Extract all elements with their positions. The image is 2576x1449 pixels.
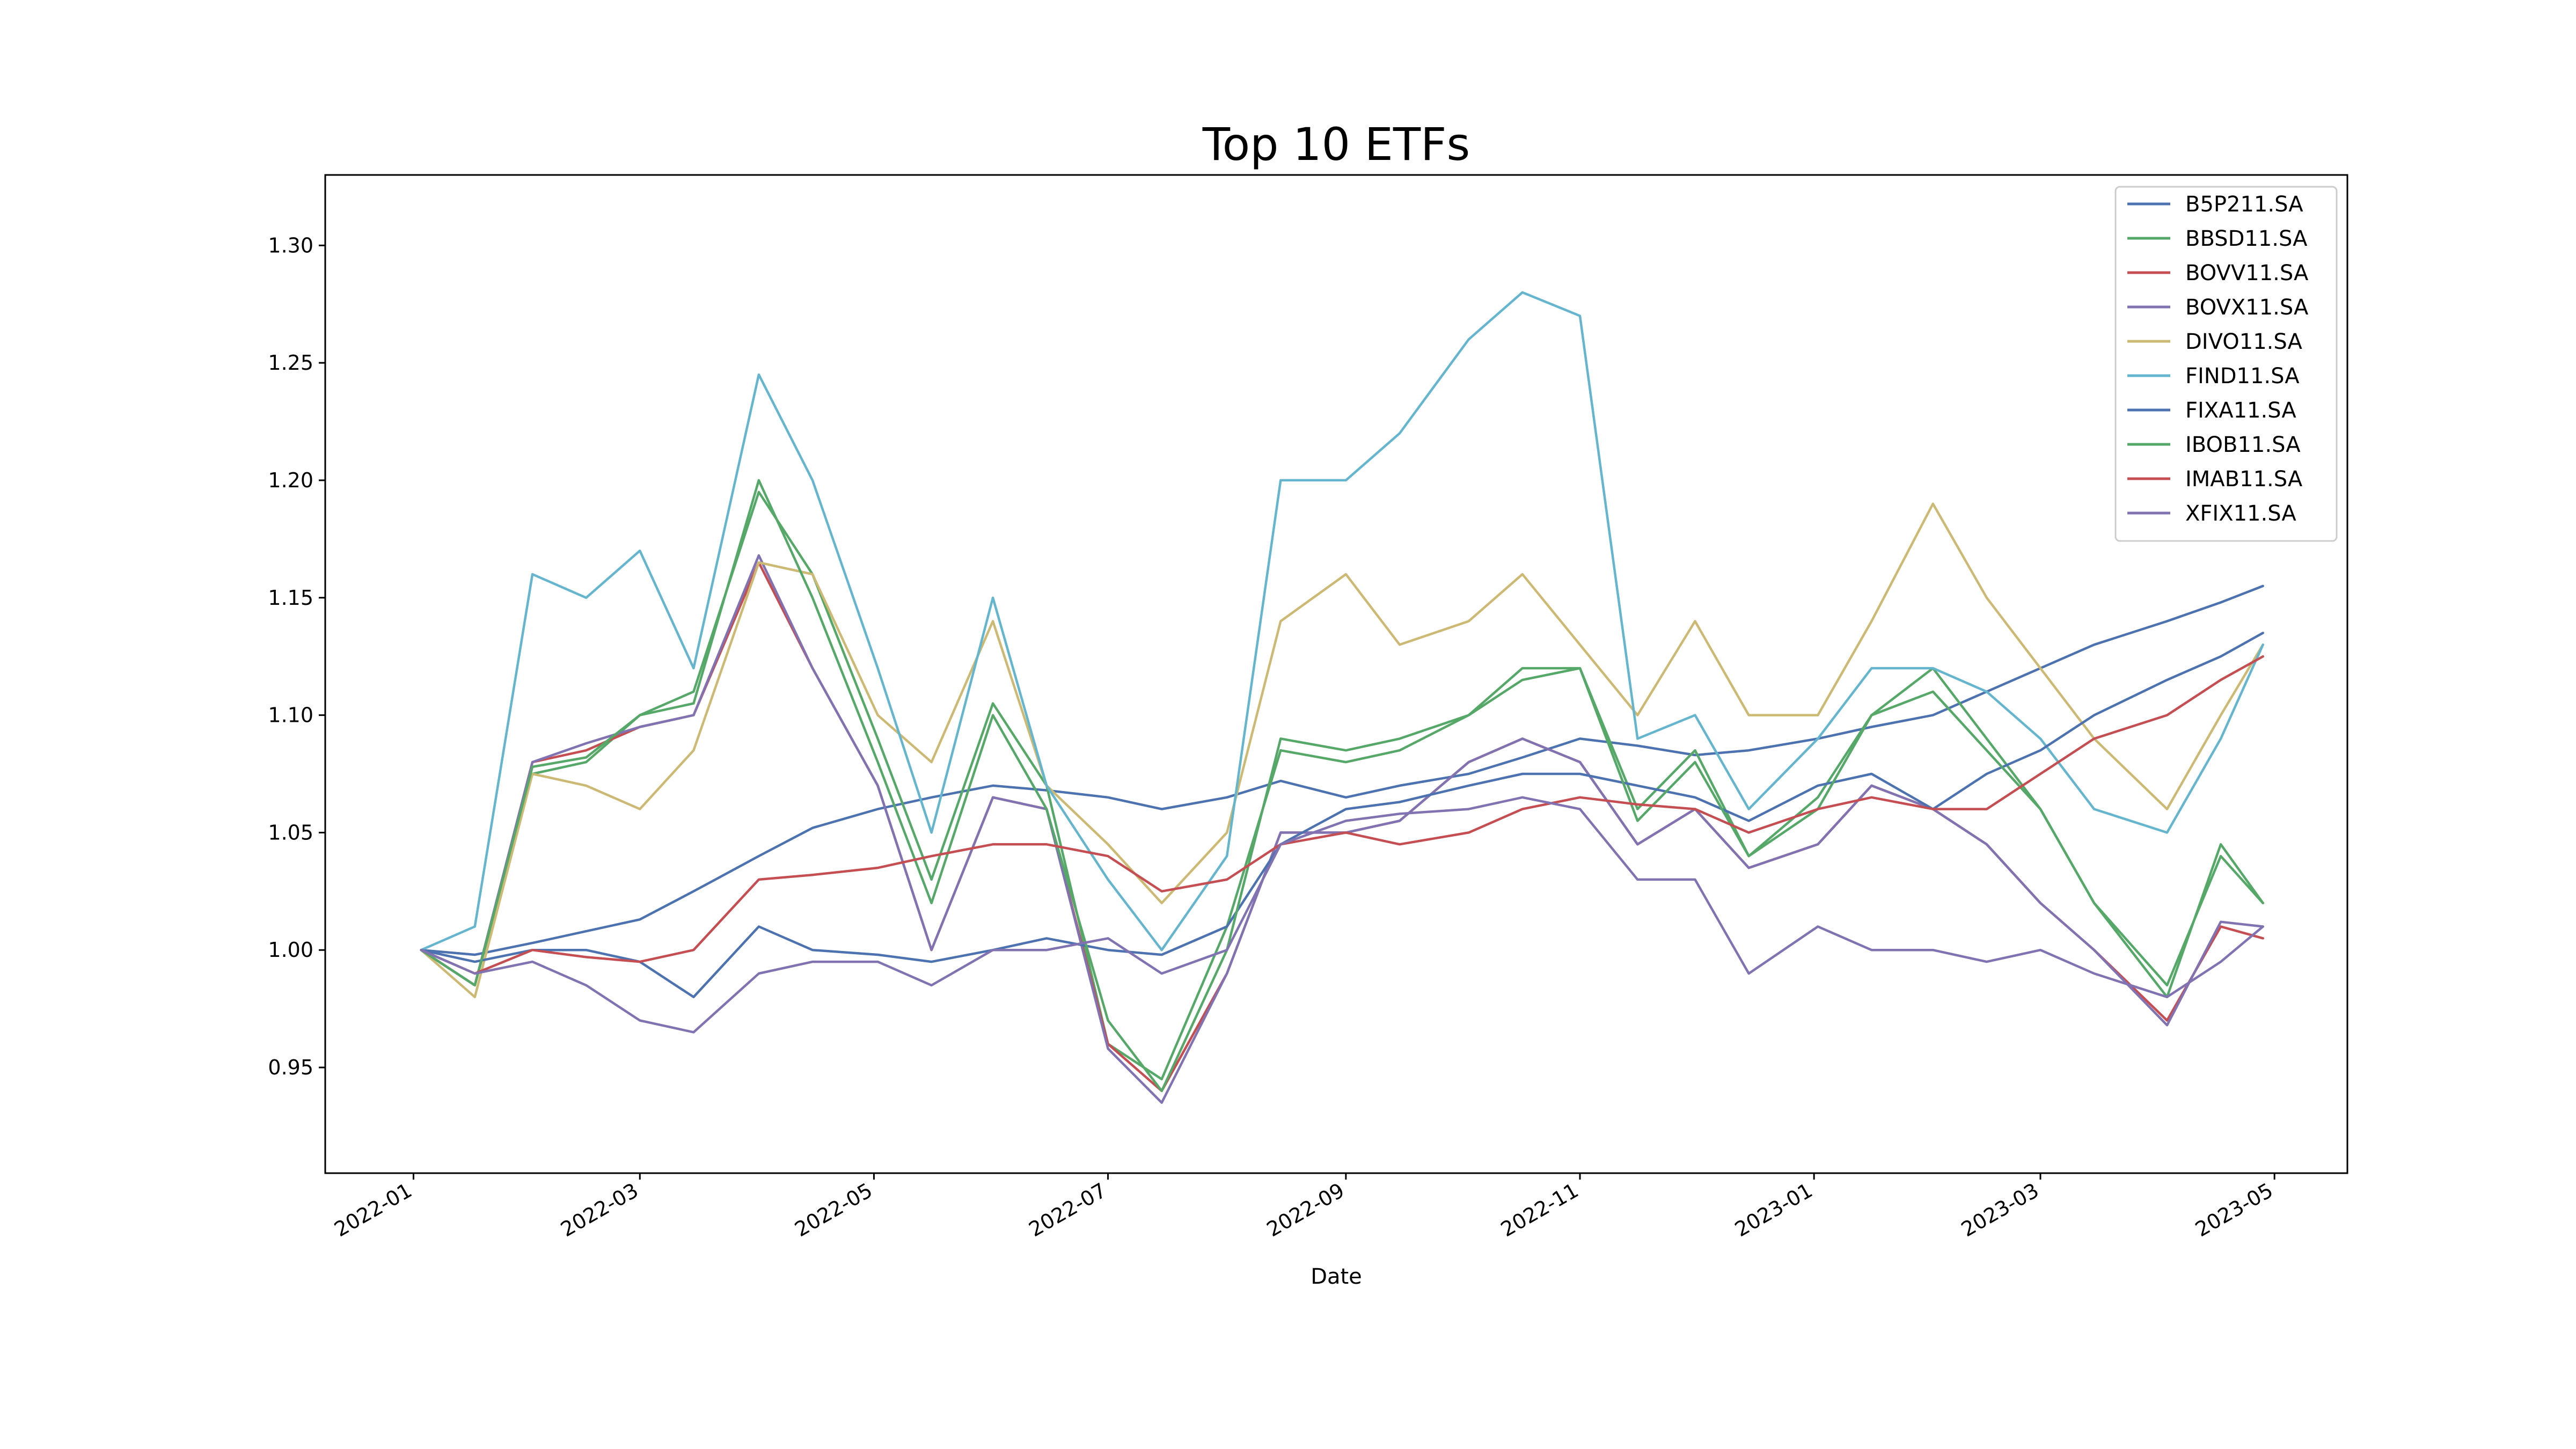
series-layer [420,291,2264,1104]
y-tick-label: 1.25 [268,351,313,375]
y-tick-label: 1.00 [268,938,313,962]
legend-label: IBOB11.SA [2185,433,2301,457]
series-line-imab11-sa [420,655,2264,975]
y-tick-label: 1.20 [268,469,313,492]
legend-label: XFIX11.SA [2185,501,2296,526]
y-tick-label: 0.95 [268,1056,313,1079]
legend-label: BOVV11.SA [2185,261,2309,286]
series-line-b5p211-sa [420,584,2264,956]
y-tick-label: 1.05 [268,821,313,844]
y-tick-label: 1.10 [268,704,313,727]
legend-label: IMAB11.SA [2185,467,2303,492]
y-tick-label: 1.30 [268,233,313,257]
x-axis-title: Date [1311,1264,1362,1289]
y-tick-label: 1.15 [268,586,313,610]
legend-label: BBSD11.SA [2185,226,2308,251]
plot-frame [324,174,2348,1174]
legend: B5P211.SA BBSD11.SA BOVV11.SA BOVX11.SA DIVO… [2114,186,2338,542]
legend-box [2114,186,2338,542]
chart-title: Top 10 ETFs [1202,118,1470,171]
y-axis: 0.95 1.00 1.05 1.10 1.15 1.20 1.25 1.30 [268,233,325,1079]
series-line-find11-sa [420,291,2264,952]
series-line-ibob11-sa [420,479,2264,1093]
legend-label: FIXA11.SA [2185,398,2296,423]
series-line-xfix11-sa [420,796,2264,1034]
legend-label: FIND11.SA [2185,364,2300,389]
legend-label: DIVO11.SA [2185,330,2302,354]
series-line-fixa11-sa [420,632,2264,999]
legend-label: B5P211.SA [2185,192,2303,217]
legend-label: BOVX11.SA [2185,295,2309,320]
series-line-divo11-sa [420,502,2264,999]
